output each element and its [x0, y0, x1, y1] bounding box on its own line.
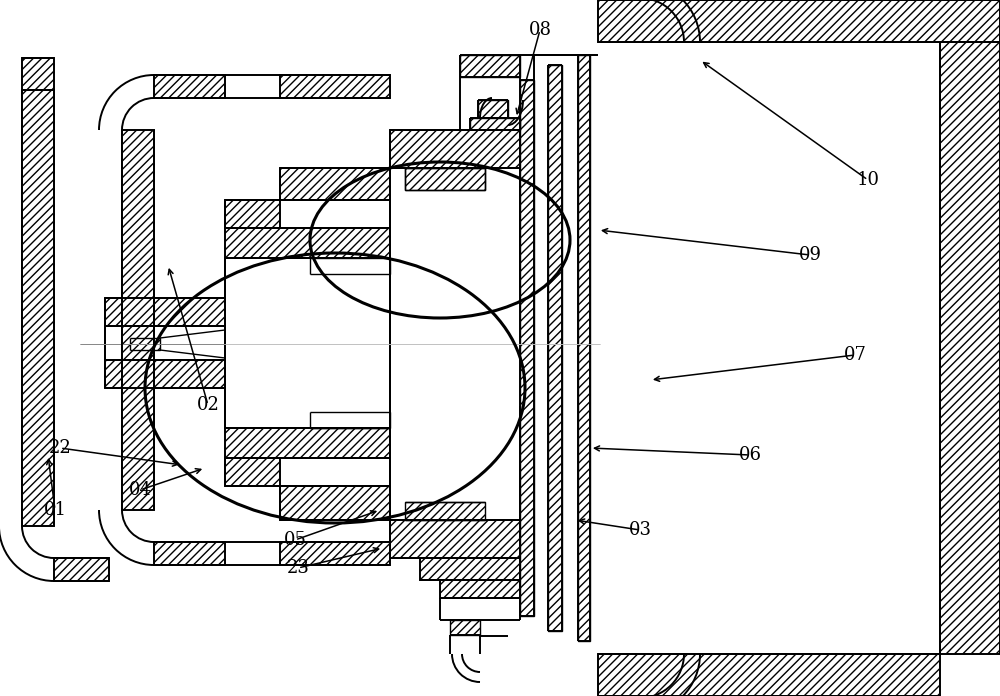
Bar — [225, 458, 280, 486]
Bar — [225, 200, 280, 228]
Bar — [22, 58, 54, 90]
Bar — [154, 75, 225, 98]
Bar — [390, 130, 520, 168]
Text: 05: 05 — [284, 531, 306, 549]
Bar — [54, 558, 109, 581]
Bar — [598, 0, 1000, 42]
Bar — [478, 100, 508, 118]
Bar — [105, 360, 225, 388]
Text: 04: 04 — [129, 481, 151, 499]
Text: 01: 01 — [44, 501, 66, 519]
Bar — [450, 620, 480, 635]
Bar — [280, 75, 390, 98]
Bar — [470, 118, 520, 130]
Bar — [520, 80, 534, 616]
Bar — [280, 542, 390, 565]
Bar — [105, 298, 225, 326]
Bar — [22, 90, 54, 526]
Text: 22: 22 — [49, 439, 71, 457]
Text: 10: 10 — [856, 171, 880, 189]
Bar — [105, 326, 225, 360]
Bar — [405, 168, 485, 190]
Bar — [460, 55, 520, 77]
Bar — [280, 168, 390, 200]
Bar — [310, 412, 390, 428]
Bar — [420, 558, 520, 580]
Text: 23: 23 — [287, 559, 309, 577]
Bar — [154, 542, 225, 565]
Text: 02: 02 — [197, 396, 219, 414]
Bar — [598, 654, 940, 696]
Text: 03: 03 — [629, 521, 652, 539]
Bar — [310, 258, 390, 274]
Bar — [390, 520, 520, 558]
Text: 09: 09 — [798, 246, 822, 264]
Bar — [548, 65, 562, 631]
Text: 06: 06 — [738, 446, 762, 464]
Bar — [130, 338, 160, 350]
Bar — [122, 130, 154, 510]
Bar — [225, 258, 390, 428]
Text: 07: 07 — [844, 346, 866, 364]
Bar — [940, 42, 1000, 654]
Text: 08: 08 — [528, 21, 552, 39]
Bar — [440, 580, 520, 598]
Bar — [225, 228, 390, 258]
Bar — [225, 428, 390, 458]
Bar — [280, 486, 390, 520]
Bar — [578, 55, 590, 641]
Bar — [405, 502, 485, 520]
